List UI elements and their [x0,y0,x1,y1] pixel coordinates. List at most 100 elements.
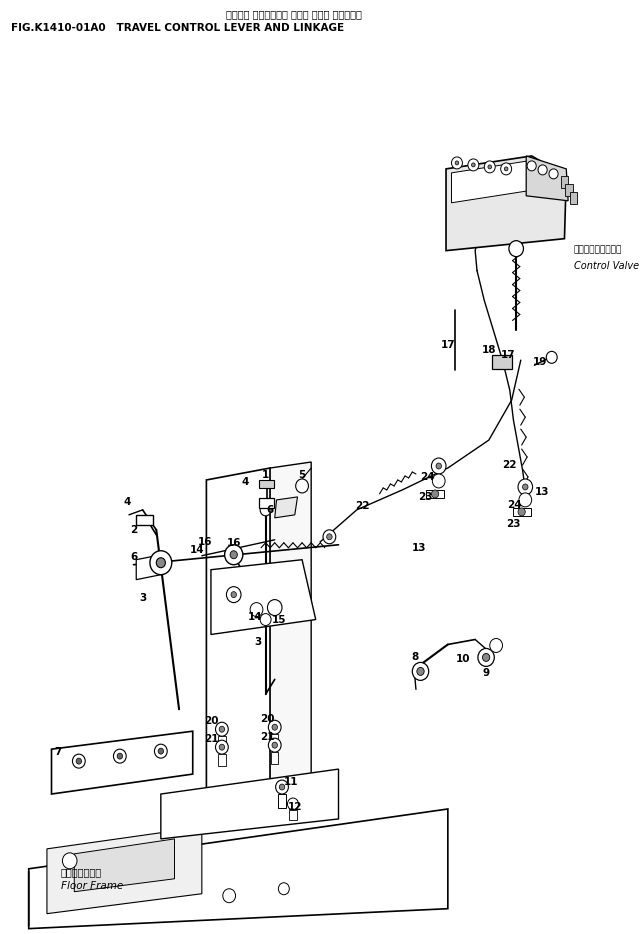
Text: 6: 6 [266,505,273,515]
Circle shape [518,479,533,495]
Polygon shape [206,468,270,828]
Circle shape [323,530,336,544]
Circle shape [527,161,536,171]
Circle shape [268,738,281,752]
Text: 17: 17 [501,350,516,361]
Circle shape [468,159,479,171]
Polygon shape [136,555,161,580]
Text: 3: 3 [139,592,146,602]
Circle shape [225,545,243,565]
Circle shape [279,883,290,895]
Text: FIG.K1410-01A0   TRAVEL CONTROL LEVER AND LINKAGE: FIG.K1410-01A0 TRAVEL CONTROL LEVER AND … [10,23,343,34]
Polygon shape [446,156,566,250]
Circle shape [296,479,308,493]
Text: コントロールバルブ: コントロールバルブ [573,246,622,255]
Circle shape [250,602,263,616]
Polygon shape [51,731,193,794]
Circle shape [76,758,82,764]
Circle shape [216,740,229,754]
Text: 16: 16 [227,538,241,547]
Circle shape [156,558,166,568]
Bar [279,794,286,808]
Bar [271,752,279,764]
Bar [218,736,225,748]
Circle shape [471,163,475,167]
Circle shape [272,724,277,730]
Circle shape [483,654,490,661]
Circle shape [509,241,523,257]
Text: ソウコク コントロール レバー オヨビ リンケージ: ソウコク コントロール レバー オヨビ リンケージ [226,9,362,20]
Circle shape [260,503,271,516]
Text: 3: 3 [255,638,262,647]
Text: 19: 19 [533,358,547,367]
Text: 16: 16 [198,537,213,546]
Text: Floor Frame: Floor Frame [60,881,123,891]
Circle shape [155,744,167,758]
Circle shape [227,587,241,602]
Text: 20: 20 [260,715,275,724]
Circle shape [117,753,123,759]
Text: 4: 4 [242,477,249,487]
Circle shape [518,508,525,516]
Text: 11: 11 [284,777,299,787]
Text: 24: 24 [507,500,522,510]
Circle shape [223,889,236,902]
Polygon shape [526,156,568,201]
Circle shape [546,351,557,363]
Polygon shape [47,827,202,913]
Circle shape [549,169,558,178]
Polygon shape [275,497,297,517]
Circle shape [260,614,271,626]
Circle shape [114,749,126,763]
Circle shape [484,161,495,173]
Text: 2: 2 [130,525,137,535]
Text: Control Valve: Control Valve [573,261,639,271]
Circle shape [412,662,429,680]
Text: 7: 7 [54,747,62,757]
Bar [136,515,153,525]
Text: 9: 9 [483,669,490,678]
Circle shape [431,490,438,498]
Bar [271,734,279,746]
Polygon shape [161,769,338,839]
Bar [259,498,274,508]
Circle shape [455,161,459,165]
Circle shape [231,591,236,598]
Text: 20: 20 [204,716,218,727]
Circle shape [431,458,446,474]
Circle shape [73,754,85,768]
Polygon shape [211,559,316,634]
Circle shape [519,493,532,507]
Circle shape [268,600,282,616]
Text: 1: 1 [262,470,269,480]
Circle shape [436,463,442,469]
Bar [492,355,512,369]
Text: 8: 8 [412,653,419,662]
Circle shape [150,551,172,574]
Circle shape [219,727,225,732]
Text: 18: 18 [482,346,496,355]
Bar [218,754,225,766]
Text: 21: 21 [204,734,218,744]
Text: 14: 14 [190,545,205,555]
Circle shape [279,784,285,790]
Text: 22: 22 [355,501,369,511]
Circle shape [219,744,225,750]
Circle shape [158,748,164,754]
Text: 13: 13 [534,487,549,497]
Circle shape [432,474,445,488]
Text: 4: 4 [123,497,131,507]
Circle shape [216,722,229,736]
Text: 6: 6 [130,552,137,561]
Text: 15: 15 [272,615,286,625]
Circle shape [272,743,277,748]
Circle shape [490,639,503,653]
Circle shape [417,668,424,675]
Text: 12: 12 [288,802,302,812]
Text: 23: 23 [418,492,432,502]
Bar [570,191,577,204]
Circle shape [501,163,512,175]
Text: 17: 17 [440,340,455,350]
Text: 13: 13 [412,543,426,553]
Text: 10: 10 [456,655,471,664]
